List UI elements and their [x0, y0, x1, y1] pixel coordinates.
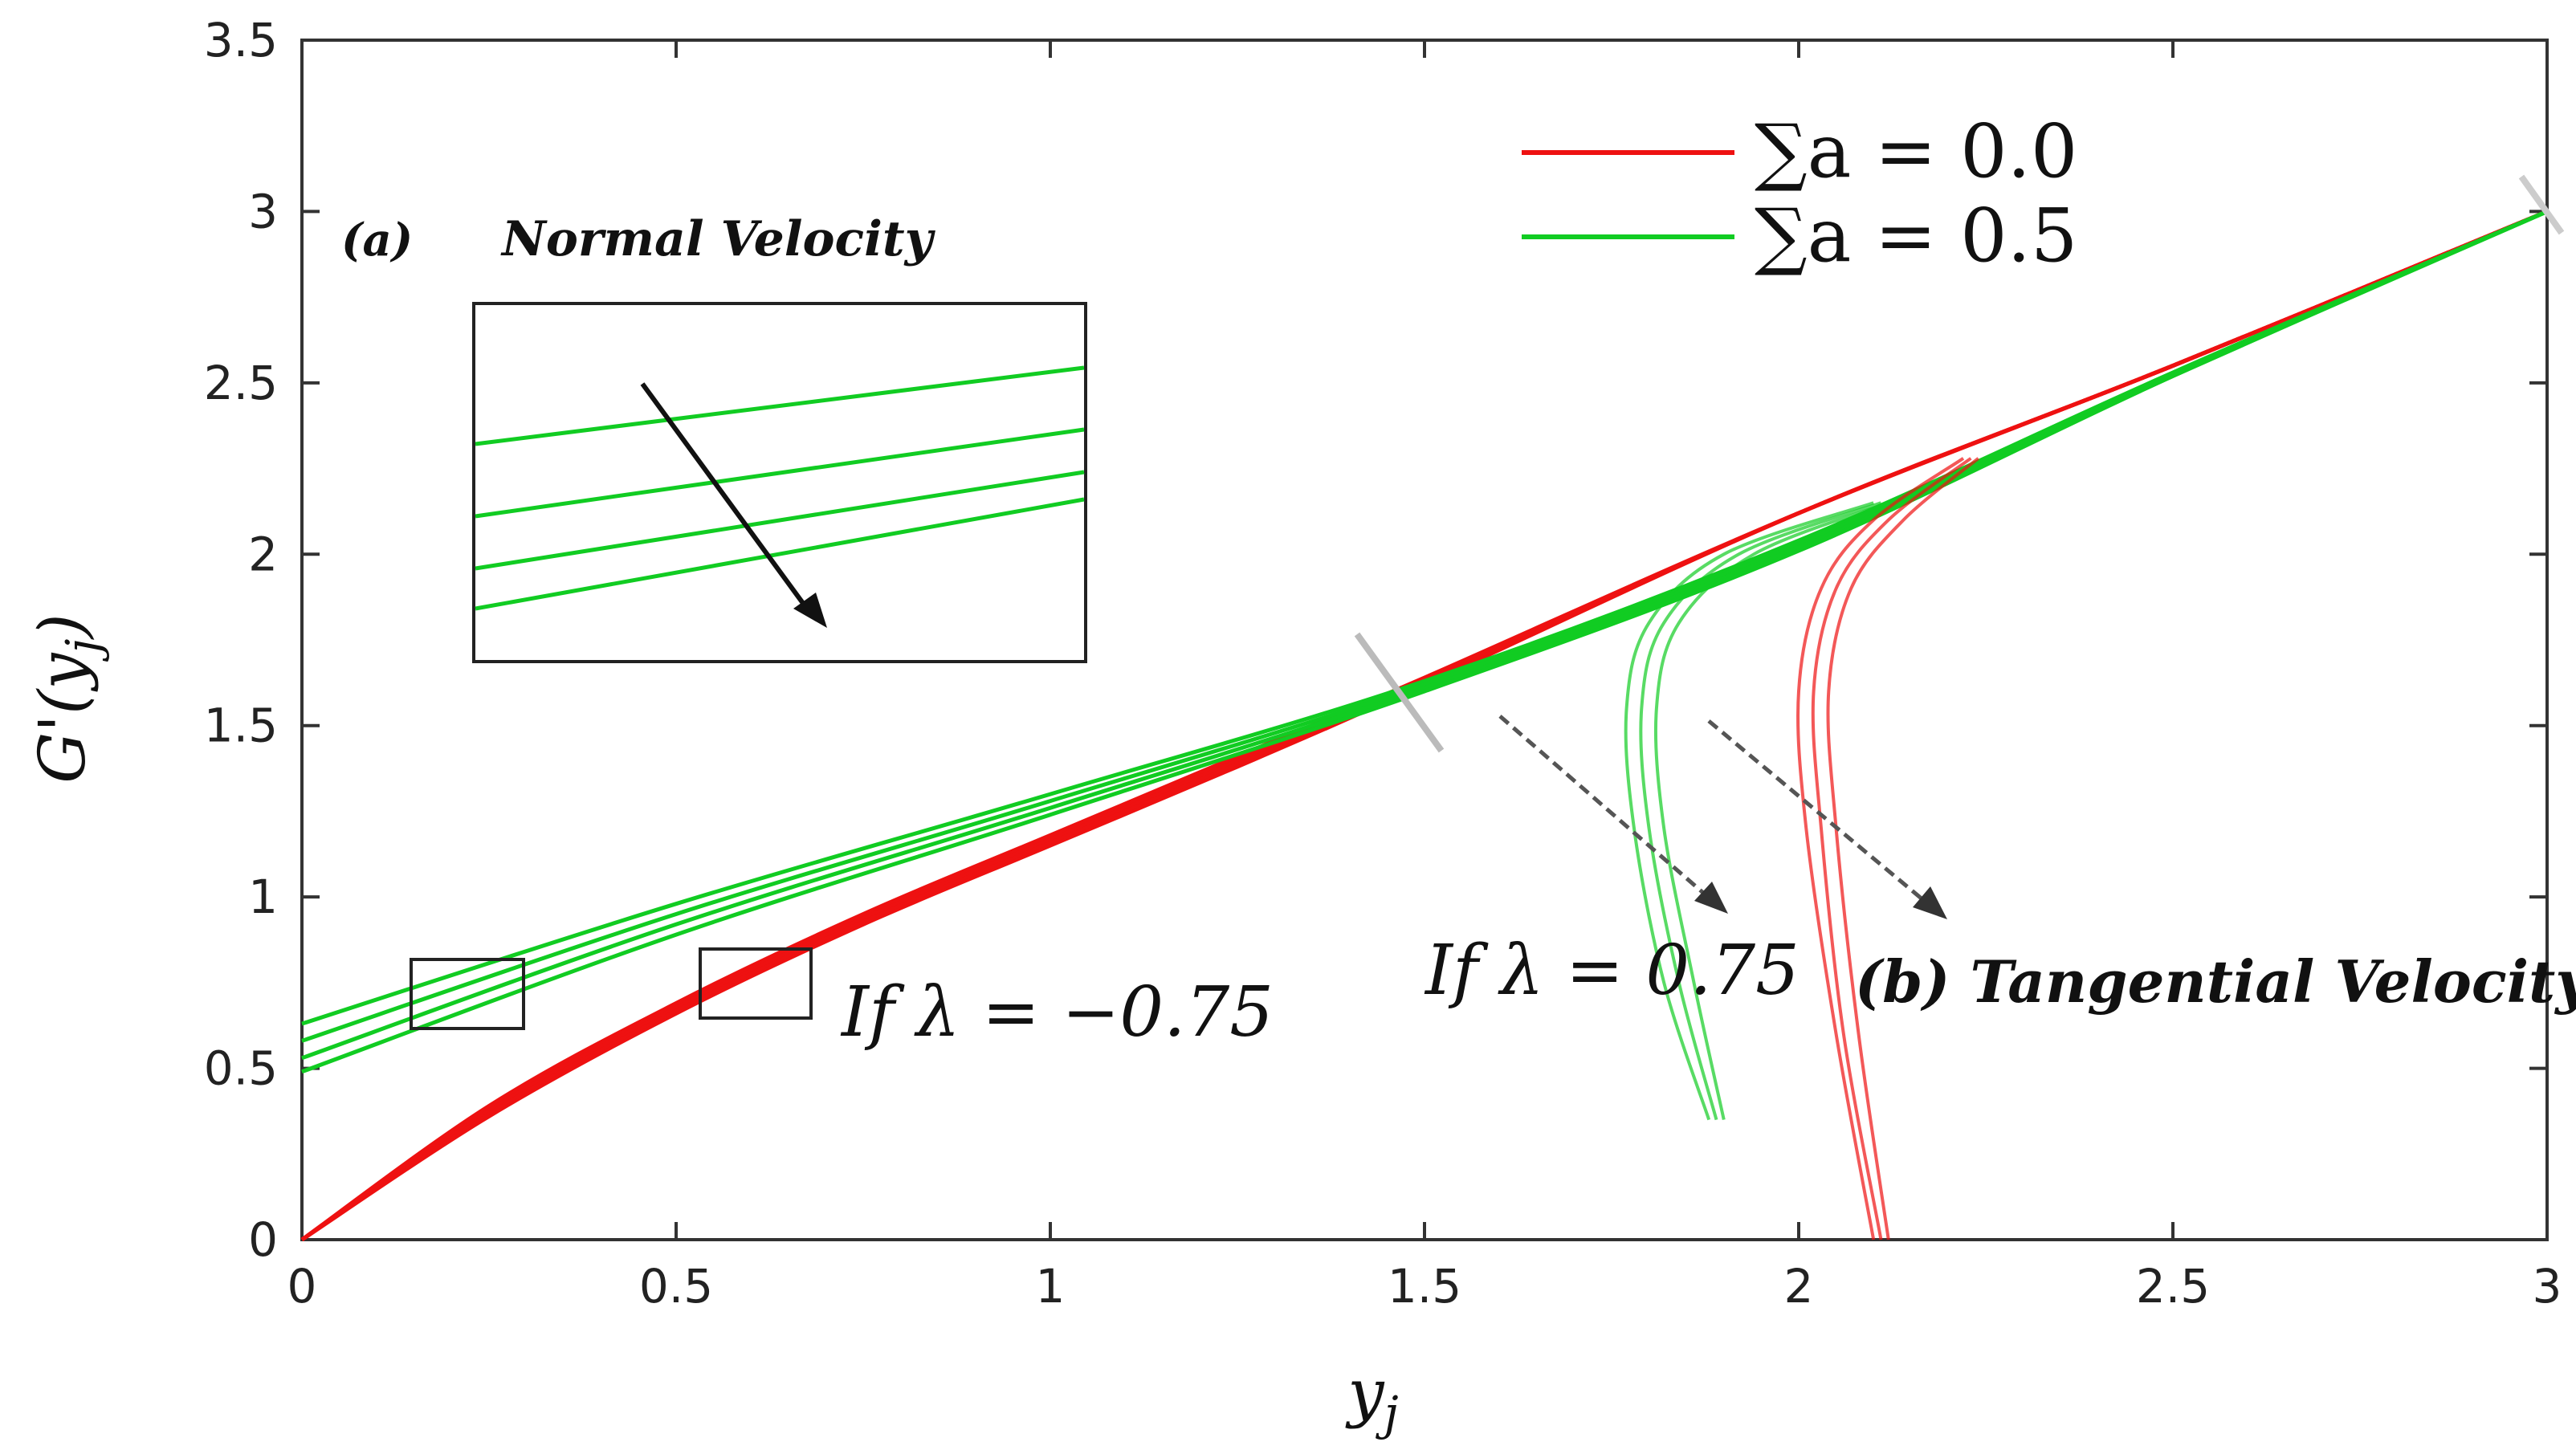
tangential-velocity-label: (b) Tangential Velocity	[1855, 947, 2576, 1016]
inset-line-1	[475, 365, 1085, 446]
series-line-9	[1811, 457, 1972, 1240]
y-tick-label: 1	[248, 870, 278, 924]
branch-marker-right	[2518, 174, 2565, 235]
zoom-rect-red	[699, 947, 813, 1020]
arrow-red-branch-head	[1913, 886, 1947, 919]
y-tick-label: 2.5	[204, 356, 278, 410]
x-tick-label: 2.5	[2136, 1259, 2210, 1314]
series-line-8	[1796, 457, 1965, 1240]
series-line-10	[1826, 457, 1979, 1240]
y-axis-label: G'(yj)	[25, 613, 110, 784]
legend-label-green: ∑a = 0.5	[1755, 193, 2077, 279]
lambda-positive-label: If λ = 0.75	[1424, 931, 1800, 1011]
branch-marker	[1354, 632, 1445, 753]
x-tick-label: 0	[287, 1259, 317, 1314]
x-tick-label: 2	[1784, 1259, 1814, 1314]
series-line-5	[301, 210, 2548, 1043]
x-tick-label: 1	[1036, 1259, 1066, 1314]
arrow-red-branch	[1707, 719, 1929, 905]
legend: ∑a = 0.0 ∑a = 0.5	[1522, 108, 2077, 279]
zoom-rect-green	[410, 958, 525, 1030]
y-tick-label: 0.5	[204, 1041, 278, 1096]
inset-line-2	[475, 427, 1085, 519]
axis-ticks: 0 0.5 1 1.5 2 2.5 3 0 0.5 1 1.5 2 2.5 3 3.5	[204, 13, 2562, 1314]
panel-a-label: (a)	[341, 214, 413, 267]
x-tick-label: 0.5	[639, 1259, 713, 1314]
y-tick-label: 3	[248, 184, 278, 238]
arrow-green-branch-head	[1694, 882, 1728, 914]
x-tick-label: 3	[2533, 1259, 2562, 1314]
y-tick-label: 2	[248, 527, 278, 581]
inset-frame	[472, 302, 1087, 663]
series-line-3	[300, 210, 2548, 1242]
inset-line-4	[475, 497, 1085, 611]
inset-arrow	[640, 382, 813, 616]
lambda-negative-label: If λ = −0.75	[840, 972, 1274, 1053]
y-tick-label: 0	[248, 1212, 278, 1267]
legend-label-red: ∑a = 0.0	[1755, 108, 2077, 194]
series-line-11	[1624, 501, 1874, 1121]
y-tick-label: 3.5	[204, 13, 278, 67]
series-line-13	[1653, 501, 1889, 1121]
series-line-7	[301, 210, 2549, 1074]
arrow-green-branch	[1498, 715, 1710, 899]
series-line-12	[1639, 501, 1882, 1121]
normal-velocity-label: Normal Velocity	[500, 211, 936, 267]
y-tick-label: 1.5	[204, 699, 278, 753]
inset-box	[472, 302, 1087, 663]
curves	[300, 210, 2549, 1242]
tangential-arrows	[1498, 715, 1947, 919]
x-tick-label: 1.5	[1388, 1259, 1461, 1314]
inset-line-3	[475, 470, 1085, 571]
inset-arrow-head	[793, 593, 827, 628]
